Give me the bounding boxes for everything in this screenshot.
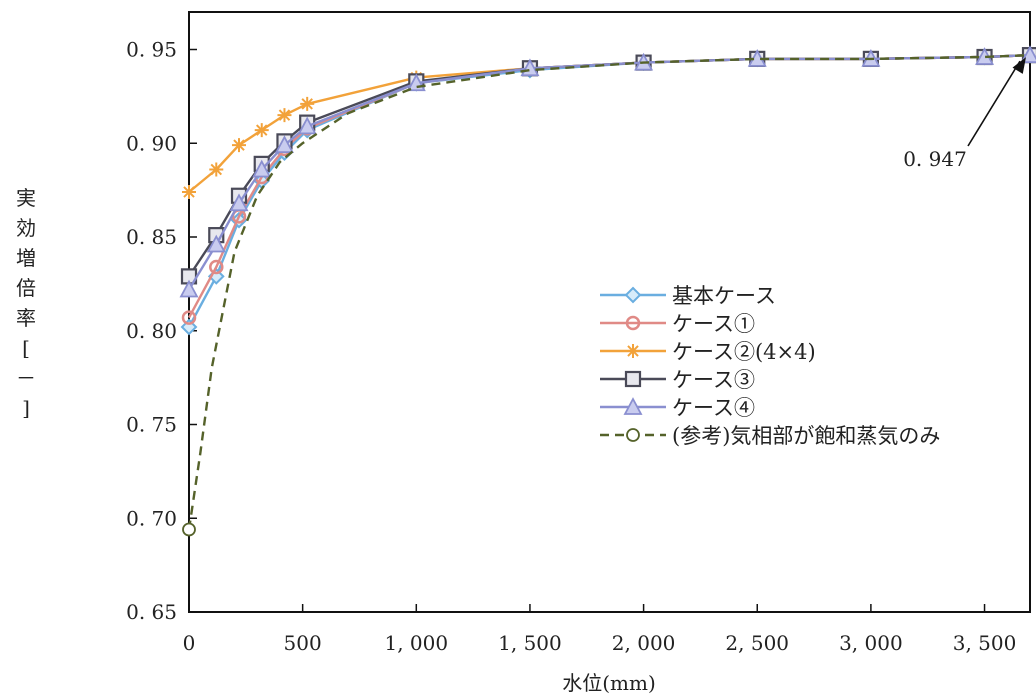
series-4 [179, 45, 1036, 298]
annotation: 0. 947 [903, 57, 1026, 171]
legend-item: ケース④ [600, 396, 755, 420]
y-tick-label: 0. 75 [126, 413, 177, 437]
x-tick-label: 2, 000 [612, 631, 676, 655]
legend-marker [623, 397, 643, 415]
annotation-arrow-line [967, 60, 1021, 147]
series-0 [180, 46, 1036, 336]
legend-label: ケース① [672, 312, 755, 336]
x-tick-label: 2, 500 [725, 631, 789, 655]
series-1 [181, 47, 1036, 325]
data-point [297, 116, 317, 135]
series-5 [182, 53, 1031, 537]
data-point [209, 162, 224, 177]
series-line [187, 53, 1031, 319]
x-tick-label: 3, 500 [953, 631, 1017, 655]
y-tick-label: 0. 85 [126, 225, 177, 249]
data-point [274, 135, 294, 154]
series-layer [179, 45, 1036, 537]
legend-label: (参考)気相部が飽和蒸気のみ [672, 424, 940, 448]
data-point [206, 234, 226, 253]
data-point [232, 138, 247, 153]
series-line [187, 53, 1031, 291]
x-tick-label: 0 [183, 631, 196, 655]
legend-label: 基本ケース [672, 284, 776, 308]
x-tick-label: 500 [284, 631, 322, 655]
x-tick-label: 3, 000 [839, 631, 903, 655]
legend-label: ケース④ [672, 396, 755, 420]
x-axis: 0 500 1, 000 1, 500 2, 000 2, 500 3, 000 3, 500 [183, 604, 1017, 655]
y-tick-label: 0. 65 [126, 600, 177, 624]
data-point [277, 108, 292, 123]
series-line [187, 53, 1031, 530]
x-tick-label: 1, 500 [498, 631, 562, 655]
legend-item: 基本ケース [600, 284, 776, 308]
y-axis: 0. 65 0. 70 0. 75 0. 80 0. 85 0. 90 0. 95 [126, 38, 197, 624]
data-point [181, 310, 197, 325]
legend-item: (参考)気相部が飽和蒸気のみ [600, 424, 940, 448]
data-point [209, 259, 224, 275]
legend-item: ケース① [600, 312, 755, 336]
y-tick-label: 0. 90 [126, 131, 177, 155]
y-tick-label: 0. 80 [126, 319, 177, 343]
x-tick-label: 1, 000 [384, 631, 448, 655]
data-point [252, 159, 272, 178]
data-point [182, 185, 196, 199]
data-point [254, 123, 269, 138]
y-tick-label: 0. 95 [126, 38, 177, 62]
x-axis-label: 水位(mm) [562, 671, 656, 695]
annotation-label: 0. 947 [903, 147, 967, 171]
legend-marker [626, 344, 640, 358]
y-axis-label: 実効増倍率[－] [16, 186, 36, 420]
data-point [229, 193, 249, 212]
legend-marker [625, 315, 641, 331]
legend-marker [626, 428, 640, 442]
data-point [179, 279, 199, 298]
series-line [187, 53, 1031, 328]
legend-item: ケース②(4×4) [600, 340, 816, 364]
y-tick-label: 0. 70 [126, 506, 177, 530]
legend-item: ケース③ [600, 368, 755, 392]
legend-marker [624, 286, 642, 304]
annotation-arrow-head [1012, 57, 1026, 74]
legend-marker [624, 370, 642, 388]
legend-label: ケース③ [672, 368, 755, 392]
legend-label: ケース②(4×4) [672, 340, 816, 364]
data-point [300, 96, 315, 111]
data-point [182, 522, 196, 537]
